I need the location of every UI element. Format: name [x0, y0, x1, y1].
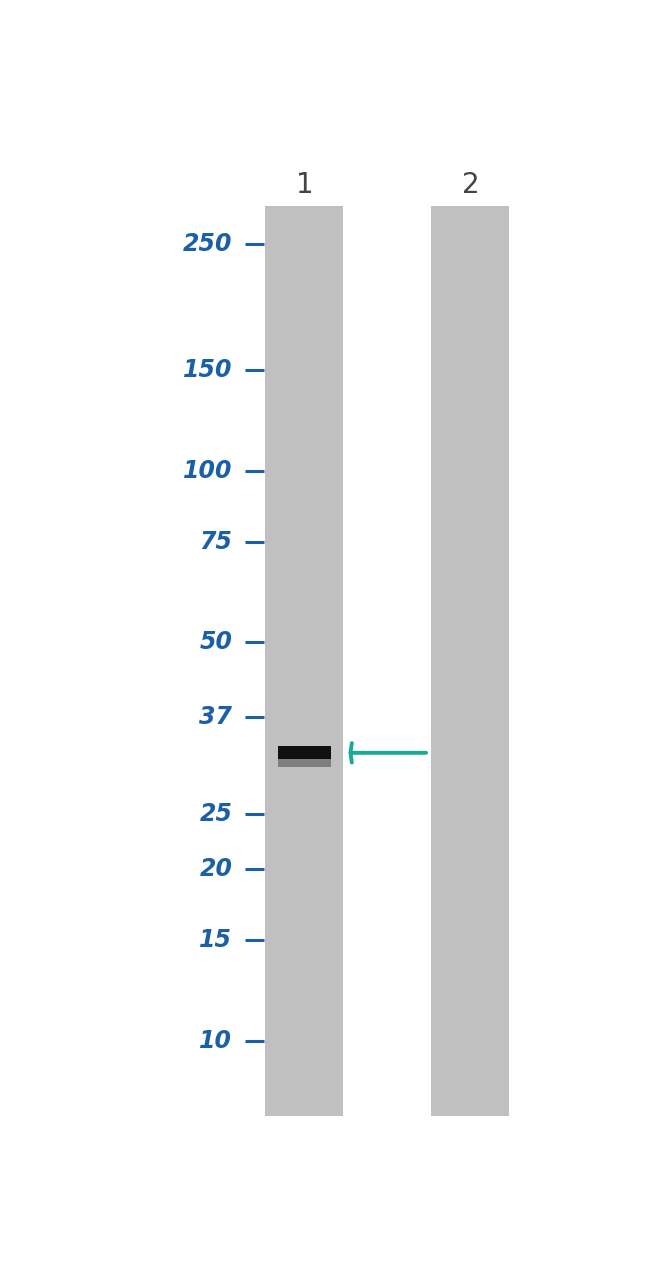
Text: 1: 1 — [296, 170, 313, 198]
Text: 250: 250 — [183, 232, 233, 257]
Text: 15: 15 — [200, 928, 233, 952]
Text: 2: 2 — [462, 170, 480, 198]
Bar — [278, 758, 331, 767]
Text: 75: 75 — [200, 530, 233, 554]
Bar — [265, 206, 343, 1115]
Text: 10: 10 — [200, 1029, 233, 1053]
Text: 50: 50 — [200, 630, 233, 654]
Bar — [278, 747, 331, 759]
Text: 150: 150 — [183, 358, 233, 382]
Text: 100: 100 — [183, 458, 233, 483]
Text: 25: 25 — [200, 801, 233, 826]
Text: 37: 37 — [200, 705, 233, 729]
Bar — [432, 206, 510, 1115]
Text: 20: 20 — [200, 857, 233, 881]
